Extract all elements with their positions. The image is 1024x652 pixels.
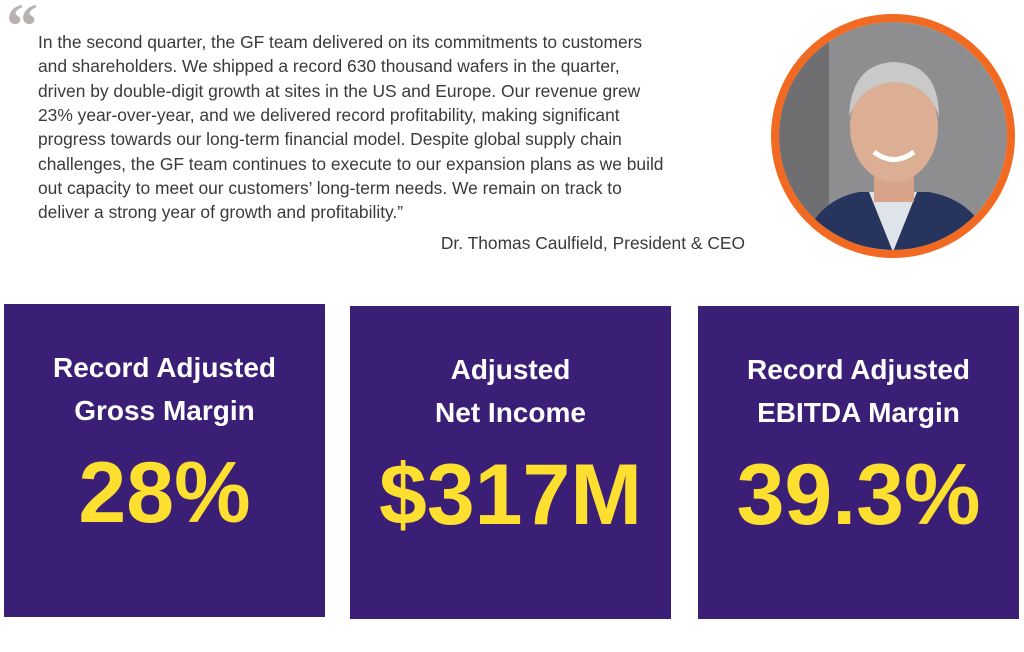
metric-title: Net Income — [435, 397, 586, 428]
metric-value: 28% — [78, 445, 251, 541]
quote-line: In the second quarter, the GF team deliv… — [38, 32, 643, 52]
quote-line: and shareholders. We shipped a record 63… — [38, 56, 620, 77]
quote-line: challenges, the GF team continues to exe… — [38, 153, 664, 174]
quote-line: progress towards our long-term financial… — [38, 129, 622, 150]
metric-card: Adjusted Net Income $317M — [350, 306, 671, 619]
metric-title: Adjusted — [450, 354, 571, 385]
metric-card: Record Adjusted EBITDA Margin 39.3% — [698, 306, 1019, 619]
quote-line: deliver a strong year of growth and prof… — [38, 202, 404, 223]
metric-value: 39.3% — [736, 447, 981, 543]
quote-line: out capacity to meet our customers’ long… — [38, 177, 622, 198]
attribution: Dr. Thomas Caulfield, President & CEO — [440, 233, 745, 253]
metric-value: $317M — [379, 447, 642, 543]
metric-card: Record Adjusted Gross Margin 28% — [4, 304, 325, 617]
metric-title: Record Adjusted — [747, 354, 970, 385]
portrait — [771, 14, 1015, 258]
metric-title: Record Adjusted — [53, 352, 276, 383]
metric-title: EBITDA Margin — [757, 397, 960, 428]
metric-title: Gross Margin — [74, 395, 255, 426]
quote-line: 23% year-over-year, and we delivered rec… — [38, 104, 620, 125]
quote-line: driven by double-digit growth at sites i… — [38, 80, 641, 101]
quote-mark: “ — [6, 0, 38, 61]
